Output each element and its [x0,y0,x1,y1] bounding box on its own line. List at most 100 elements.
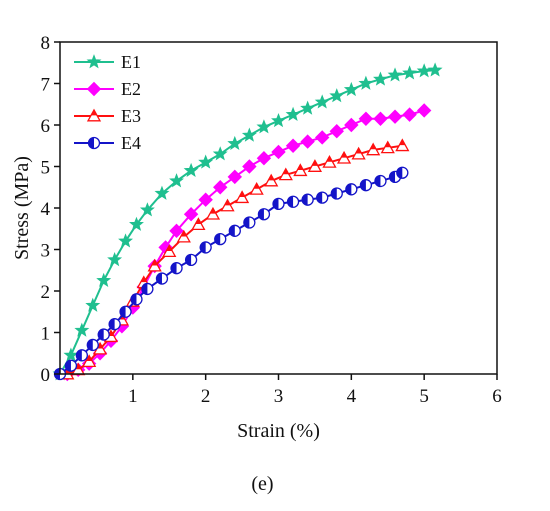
series-line-e2 [66,109,425,375]
x-tick-label: 1 [128,386,138,407]
axis-ticks: 1 2 3 4 5 6 0 1 2 3 4 5 6 7 8 [41,33,502,407]
data-point-e2 [387,109,403,124]
data-point-e2 [242,159,257,174]
data-point-e1 [169,173,184,188]
y-tick-label: 7 [41,75,51,96]
data-point-e4 [330,187,343,200]
x-tick-label: 2 [201,386,211,407]
data-point-e3 [264,173,279,187]
x-tick-label: 6 [492,386,502,407]
legend-label: E1 [121,52,141,72]
data-point-e1 [129,216,144,231]
data-point-e3 [351,146,366,160]
data-point-e3 [191,217,206,231]
data-point-e2 [285,138,301,153]
data-point-e1 [74,322,90,337]
x-tick-label: 3 [274,386,284,407]
data-point-e1 [402,65,418,80]
legend-label: E4 [121,133,141,153]
data-point-e2 [344,117,359,133]
legend-marker-e1 [86,54,102,69]
data-point-e4 [86,338,99,352]
data-point-e1 [107,252,123,267]
data-point-e4 [64,359,78,372]
legend-marker-e3 [86,108,102,122]
data-point-e1 [241,127,257,142]
data-point-e3 [220,198,235,212]
data-point-e1 [343,81,359,97]
data-point-e1 [183,162,199,177]
data-point-e1 [416,63,432,78]
data-point-e4 [199,241,212,254]
data-point-e2 [358,111,374,126]
legend-marker-e2 [86,81,102,97]
data-point-e4 [130,293,143,306]
data-point-e1 [154,185,170,200]
data-point-e3 [278,167,293,181]
legend-label: E3 [121,106,141,126]
data-point-e1 [358,75,374,90]
data-point-e4 [316,191,329,204]
data-point-e4 [243,216,256,229]
data-point-e1 [329,88,345,103]
data-point-e3 [234,190,250,204]
legend-marker-e4 [87,136,101,150]
series-e1 [52,62,443,381]
data-point-e3 [366,142,381,156]
y-tick-label: 3 [41,241,51,262]
data-point-e1 [373,71,388,86]
data-point-e3 [336,150,352,164]
data-point-e4 [396,166,409,179]
data-point-e3 [249,181,264,195]
data-point-e4 [155,272,169,285]
data-point-e4 [374,174,387,188]
data-point-e4 [214,232,227,246]
series-e4 [53,166,409,381]
legend-item-e3: E3 [74,106,141,126]
legend-item-e4: E4 [74,133,141,153]
legend: E1 E2 E3 E4 [74,52,141,153]
data-point-e2 [373,111,388,126]
legend-item-e1: E1 [74,52,141,72]
data-point-e4 [184,253,198,267]
data-point-e2 [416,103,432,118]
data-point-e3 [162,244,177,258]
data-point-e1 [118,233,134,248]
data-point-e4 [272,197,285,211]
data-point-e1 [314,94,330,109]
data-point-e2 [300,134,315,149]
y-tick-label: 6 [41,116,51,137]
data-point-e2 [169,223,184,239]
data-point-e4 [359,179,373,192]
data-point-e1 [227,135,243,151]
data-point-e3 [147,258,162,272]
legend-label: E2 [121,79,141,99]
data-point-e1 [285,106,301,121]
legend-item-e2: E2 [74,79,141,99]
y-axis-title: Stress (MPa) [11,156,33,260]
y-tick-label: 4 [41,199,51,220]
data-point-e1 [427,62,443,77]
data-point-e1 [212,146,228,161]
data-point-e3 [293,163,308,177]
data-point-e3 [395,138,410,152]
data-point-e3 [205,206,221,220]
data-point-e3 [176,229,191,243]
data-point-e1 [387,67,403,82]
x-tick-label: 5 [419,386,429,407]
data-point-e2 [271,144,286,160]
data-point-e2 [329,124,344,139]
data-point-e1 [63,347,79,362]
data-point-e3 [322,155,337,168]
data-point-e3 [82,354,97,367]
data-point-e4 [108,318,121,331]
data-point-e2 [198,192,213,207]
data-point-e2 [213,180,228,195]
y-tick-label: 8 [41,33,51,54]
data-point-e1 [256,119,272,134]
data-point-e3 [307,159,323,172]
data-point-e1 [139,202,155,217]
x-tick-label: 4 [347,386,357,407]
data-point-e4 [257,208,271,221]
